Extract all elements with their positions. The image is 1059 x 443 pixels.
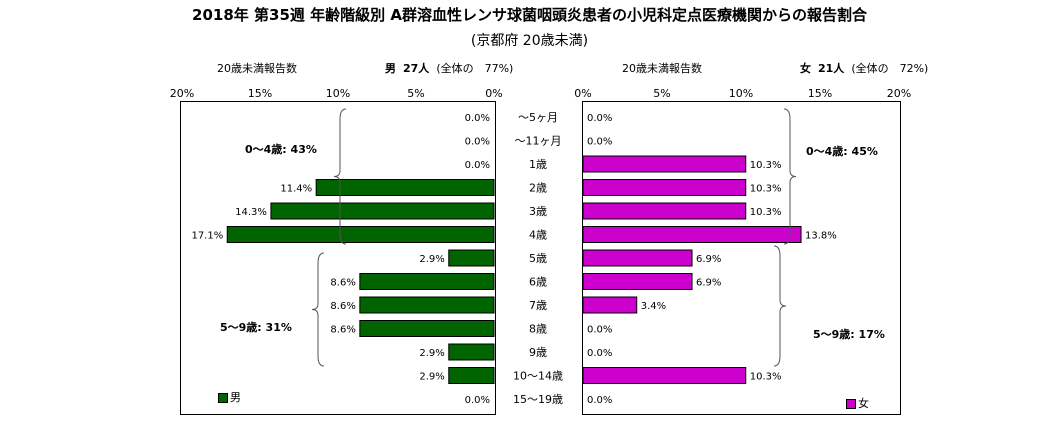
left-axis-tick-label: 20% — [170, 87, 194, 100]
female-bar-value-label: 3.4% — [641, 301, 666, 312]
female-bar-value-label: 0.0% — [587, 395, 612, 406]
age-category-label: ～5ヶ月 — [518, 111, 558, 124]
female-bar-value-label: 10.3% — [750, 207, 782, 218]
female-bar — [582, 226, 802, 243]
female-bar-value-label: 10.3% — [750, 372, 782, 383]
male-5-9-brace — [311, 252, 325, 367]
right-axis-tick-label: 20% — [887, 87, 911, 100]
female-bar — [582, 273, 693, 290]
female-0-4-annotation: 0～4歳: 45% — [806, 144, 878, 158]
female-bar-value-label: 0.0% — [587, 325, 612, 336]
male-bar — [226, 226, 495, 243]
female-bar-value-label: 13.8% — [805, 231, 837, 242]
male-bar-value-label: 8.6% — [330, 278, 355, 289]
female-legend: 女 — [846, 395, 869, 411]
female-bar-value-label: 6.9% — [696, 254, 721, 265]
male-bar-value-label: 2.9% — [419, 372, 444, 383]
left-caption: 20歳未満報告数 — [217, 62, 297, 75]
male-bar-value-label: 8.6% — [330, 325, 355, 336]
male-bar — [448, 249, 495, 267]
age-category-label: 8歳 — [529, 323, 547, 336]
male-bar — [448, 343, 495, 361]
male-bar-value-label: 0.0% — [465, 113, 490, 124]
chart-title: 2018年 第35週 年齢階級別 A群溶血性レンサ球菌咽頭炎患者の小児科定点医療… — [192, 6, 867, 24]
male-bar-value-label: 14.3% — [235, 207, 267, 218]
age-category-label: 4歳 — [529, 229, 547, 242]
age-category-label: 9歳 — [529, 346, 547, 359]
female-bar-value-label: 6.9% — [696, 278, 721, 289]
female-bar-value-label: 0.0% — [587, 137, 612, 148]
chart-subtitle: (京都府 20歳未満) — [470, 33, 589, 49]
right-sex-label: 女 21人 (全体の 72%) — [800, 62, 929, 75]
male-bar-value-label: 17.1% — [191, 231, 223, 242]
male-5-9-annotation: 5～9歳: 31% — [220, 320, 292, 334]
left-axis-tick-label: 10% — [326, 87, 350, 100]
age-category-label: 3歳 — [529, 205, 547, 218]
male-bar-value-label: 0.0% — [465, 137, 490, 148]
male-bar-value-label: 2.9% — [419, 254, 444, 265]
female-bar — [582, 155, 747, 173]
male-bar-value-label: 0.0% — [465, 395, 490, 406]
right-axis-tick-label: 5% — [653, 87, 670, 100]
female-5-9-annotation: 5～9歳: 17% — [813, 327, 885, 341]
male-bar — [270, 202, 495, 220]
male-bar — [359, 320, 495, 337]
male-plot-area — [180, 101, 496, 415]
female-bar-value-label: 0.0% — [587, 113, 612, 124]
right-axis-tick-label: 15% — [808, 87, 832, 100]
left-sex-label: 男 27人 (全体の 77%) — [385, 62, 514, 75]
age-category-label: 10～14歳 — [513, 370, 563, 383]
male-bar — [359, 273, 495, 290]
right-axis-tick-label: 0% — [574, 87, 591, 100]
male-0-4-brace — [333, 108, 347, 245]
female-bar — [582, 296, 638, 314]
male-bar — [448, 367, 495, 384]
left-axis-tick-label: 0% — [485, 87, 502, 100]
male-legend: 男 — [218, 389, 241, 405]
left-axis-tick-label: 15% — [248, 87, 272, 100]
right-axis-tick-label: 10% — [729, 87, 753, 100]
female-bar — [582, 179, 747, 196]
male-bar-value-label: 11.4% — [280, 184, 312, 195]
age-category-label: 7歳 — [529, 299, 547, 312]
female-bar — [582, 249, 693, 267]
female-0-4-brace — [783, 108, 797, 245]
female-5-9-brace — [773, 245, 787, 367]
female-bar-value-label: 10.3% — [750, 160, 782, 171]
female-bar-value-label: 0.0% — [587, 348, 612, 359]
male-bar-value-label: 0.0% — [465, 160, 490, 171]
female-bar-value-label: 10.3% — [750, 184, 782, 195]
female-bar — [582, 202, 747, 220]
age-category-label: ～11ヶ月 — [515, 135, 562, 148]
age-category-label: 6歳 — [529, 276, 547, 289]
age-category-label: 1歳 — [529, 158, 547, 171]
female-legend-swatch — [846, 399, 856, 409]
male-bar-value-label: 8.6% — [330, 301, 355, 312]
male-bar — [359, 296, 495, 314]
male-bar-value-label: 2.9% — [419, 348, 444, 359]
age-category-label: 5歳 — [529, 252, 547, 265]
age-category-label: 15～19歳 — [513, 393, 563, 406]
female-bar — [582, 367, 747, 384]
male-bar — [315, 179, 495, 196]
male-legend-swatch — [218, 393, 228, 403]
male-0-4-annotation: 0～4歳: 43% — [245, 142, 317, 156]
age-category-label: 2歳 — [529, 182, 547, 195]
left-axis-tick-label: 5% — [407, 87, 424, 100]
right-caption: 20歳未満報告数 — [622, 62, 702, 75]
